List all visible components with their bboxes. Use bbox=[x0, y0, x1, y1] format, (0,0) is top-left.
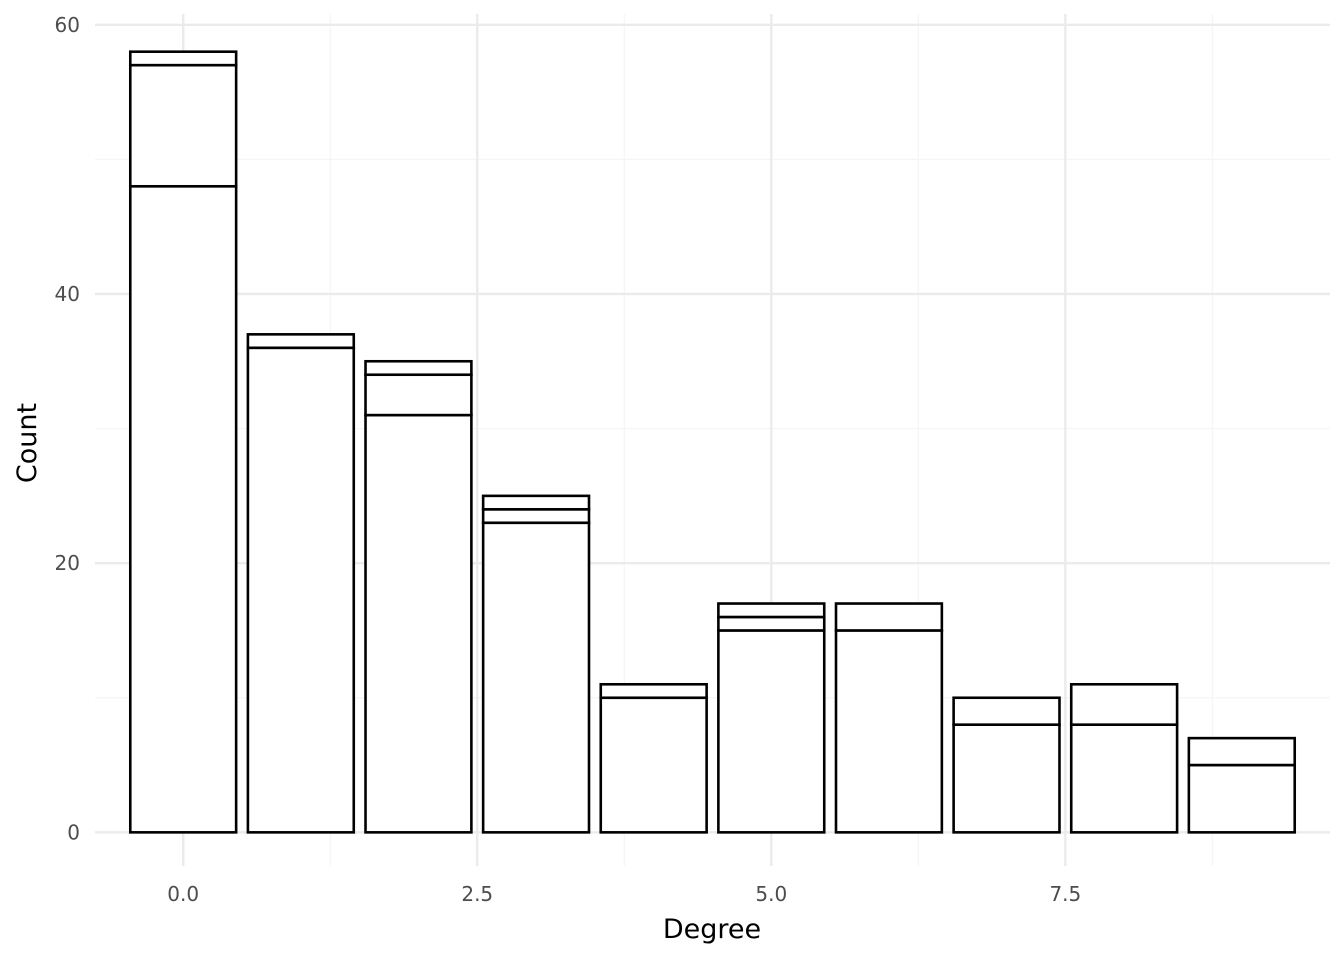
bar-segment bbox=[246, 333, 356, 350]
x-tick-label: 0.0 bbox=[167, 882, 199, 906]
bars bbox=[128, 50, 1297, 834]
bar-segment bbox=[128, 184, 238, 834]
y-tick-label: 60 bbox=[55, 13, 80, 37]
bar-segment bbox=[364, 359, 473, 377]
x-tick-label: 7.5 bbox=[1049, 882, 1081, 906]
bar-segment bbox=[717, 602, 826, 619]
bar-segment bbox=[599, 682, 708, 700]
bar-segment bbox=[952, 723, 1061, 834]
bar-segment bbox=[364, 373, 473, 417]
bar-segment bbox=[364, 413, 473, 834]
bar-segment bbox=[1069, 682, 1179, 726]
bar-segment bbox=[246, 346, 356, 834]
bar-segment bbox=[481, 494, 591, 511]
bar-segment bbox=[128, 63, 238, 188]
bar-segment bbox=[481, 521, 591, 834]
bar-segment bbox=[717, 629, 826, 834]
bar-segment bbox=[1187, 736, 1297, 767]
bar-segment bbox=[1187, 763, 1297, 834]
x-axis-tick-labels: 0.0 2.5 5.0 7.5 bbox=[167, 882, 1081, 906]
y-axis-title: Count bbox=[12, 403, 43, 483]
y-axis-tick-labels: 0 20 40 60 bbox=[55, 13, 80, 845]
bar-segment bbox=[599, 696, 708, 834]
bar-segment bbox=[1069, 723, 1179, 834]
bar-segment bbox=[834, 629, 944, 834]
bar-segment bbox=[128, 50, 238, 67]
x-axis-title: Degree bbox=[663, 914, 761, 945]
bar-segment bbox=[717, 615, 826, 632]
bar-segment bbox=[834, 602, 944, 632]
y-tick-label: 0 bbox=[67, 820, 80, 844]
x-tick-label: 2.5 bbox=[461, 882, 493, 906]
bar-segment bbox=[952, 696, 1061, 726]
y-tick-label: 40 bbox=[55, 282, 80, 306]
x-tick-label: 5.0 bbox=[755, 882, 787, 906]
bar-segment bbox=[481, 508, 591, 525]
y-tick-label: 20 bbox=[55, 551, 80, 575]
